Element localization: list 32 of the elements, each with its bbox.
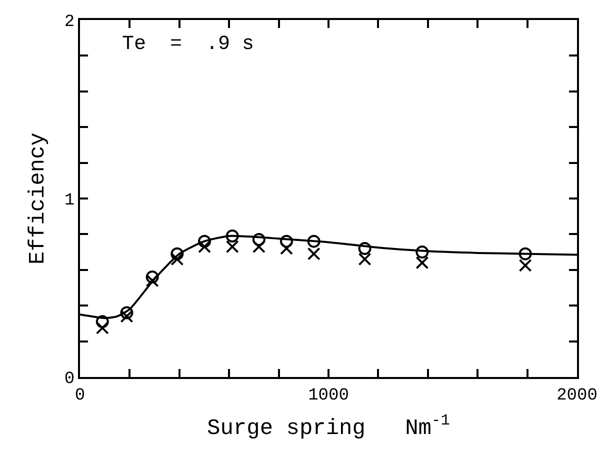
point: [170, 252, 184, 266]
x-tick-label: 2000: [556, 386, 598, 406]
point: [518, 258, 532, 272]
point: [96, 315, 109, 328]
y-tick-label: 0: [64, 370, 75, 389]
point: [252, 240, 266, 254]
point: [198, 240, 211, 254]
point: [96, 321, 109, 334]
annotation: Te = .9 s: [122, 33, 254, 56]
point: [226, 229, 239, 242]
point: [120, 306, 134, 320]
point: [416, 246, 429, 259]
point: [170, 247, 184, 260]
point: [358, 252, 372, 266]
point: [120, 310, 134, 323]
x-axis-title: Surge spring Nm$^{-1}$: [207, 412, 450, 441]
point: [280, 234, 293, 248]
point: [307, 247, 320, 260]
y-tick-label: 1: [64, 191, 75, 210]
point: [416, 256, 429, 270]
y-axis-title: Efficiency: [26, 132, 51, 265]
y-tick-label: 2: [64, 12, 75, 32]
point: [280, 242, 293, 255]
point: [146, 274, 159, 288]
x-tick-label: 1000: [308, 386, 349, 406]
point: [198, 234, 211, 248]
point: [358, 242, 372, 255]
point: [307, 234, 320, 248]
point: [226, 240, 239, 254]
point: [146, 270, 159, 284]
point: [252, 233, 266, 246]
point: [518, 247, 532, 260]
